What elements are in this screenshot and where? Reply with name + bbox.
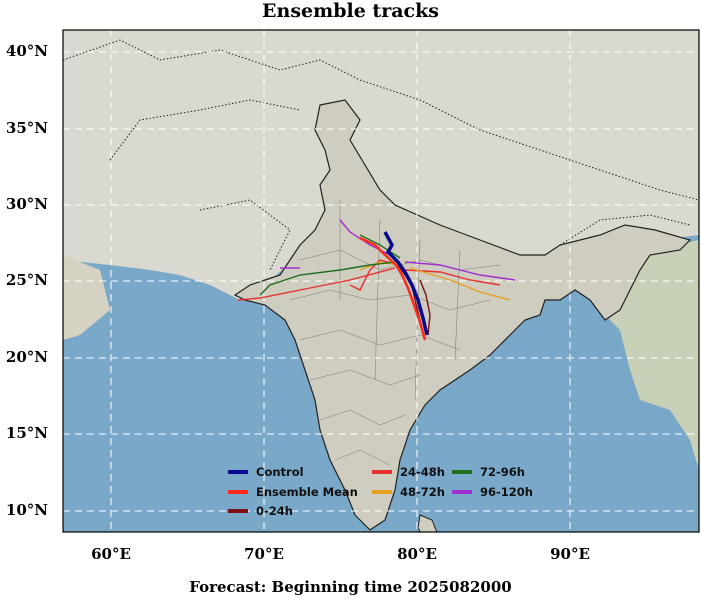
forecast-caption: Forecast: Beginning time 2025082000 (189, 578, 512, 596)
lat-tick-label: 35°N (5, 119, 48, 137)
land-arabia (63, 255, 110, 340)
track-member (419, 279, 431, 336)
ensemble-mean-track (359, 236, 427, 341)
lat-tick-label: 20°N (5, 348, 48, 366)
legend-item-96-120h: 96-120h (452, 484, 533, 500)
legend-label: 72-96h (480, 465, 525, 479)
lon-tick-label: 60°E (91, 545, 131, 563)
track-member (259, 261, 396, 296)
legend: Control Ensemble Mean 0-24h 24-48h 48-72… (220, 464, 550, 520)
legend-swatch (372, 490, 392, 494)
legend-label: 96-120h (480, 485, 533, 499)
track-member (404, 261, 516, 281)
legend-swatch (452, 470, 472, 474)
lon-tick-label: 80°E (397, 545, 437, 563)
legend-item-72-96h: 72-96h (452, 464, 525, 480)
legend-swatch (228, 509, 248, 513)
land-srilanka (417, 514, 438, 532)
lat-tick-label: 30°N (5, 195, 48, 213)
legend-item-ensemble-mean: Ensemble Mean (228, 484, 358, 500)
district-lines (289, 200, 501, 466)
map-panel (63, 30, 699, 532)
track-member (409, 267, 511, 301)
lon-tick-label: 90°E (550, 545, 590, 563)
legend-label: 48-72h (400, 485, 445, 499)
legend-label: Ensemble Mean (256, 485, 358, 499)
land-north (63, 30, 699, 300)
legend-label: 0-24h (256, 504, 293, 518)
india-land (233, 99, 692, 531)
lat-tick-label: 10°N (5, 501, 48, 519)
control-track (383, 231, 429, 336)
legend-label: 24-48h (400, 465, 445, 479)
legend-item-48-72h: 48-72h (372, 484, 445, 500)
lon-tick-label: 70°E (244, 545, 284, 563)
legend-swatch (228, 490, 248, 494)
gridlines (63, 30, 699, 532)
legend-swatch (228, 470, 248, 474)
legend-label: Control (256, 465, 304, 479)
lat-tick-label: 15°N (5, 424, 48, 442)
map-title: Ensemble tracks (262, 0, 439, 22)
legend-item-0-24h: 0-24h (228, 503, 293, 519)
track-member (349, 259, 399, 291)
track-member (404, 269, 501, 286)
legend-swatch (372, 470, 392, 474)
legend-swatch (452, 490, 472, 494)
lat-tick-label: 40°N (5, 42, 48, 60)
lat-tick-label: 25°N (5, 271, 48, 289)
legend-item-control: Control (228, 464, 304, 480)
track-member (359, 234, 401, 259)
map-frame (62, 29, 700, 533)
track-member (237, 267, 396, 301)
legend-item-24-48h: 24-48h (372, 464, 445, 480)
